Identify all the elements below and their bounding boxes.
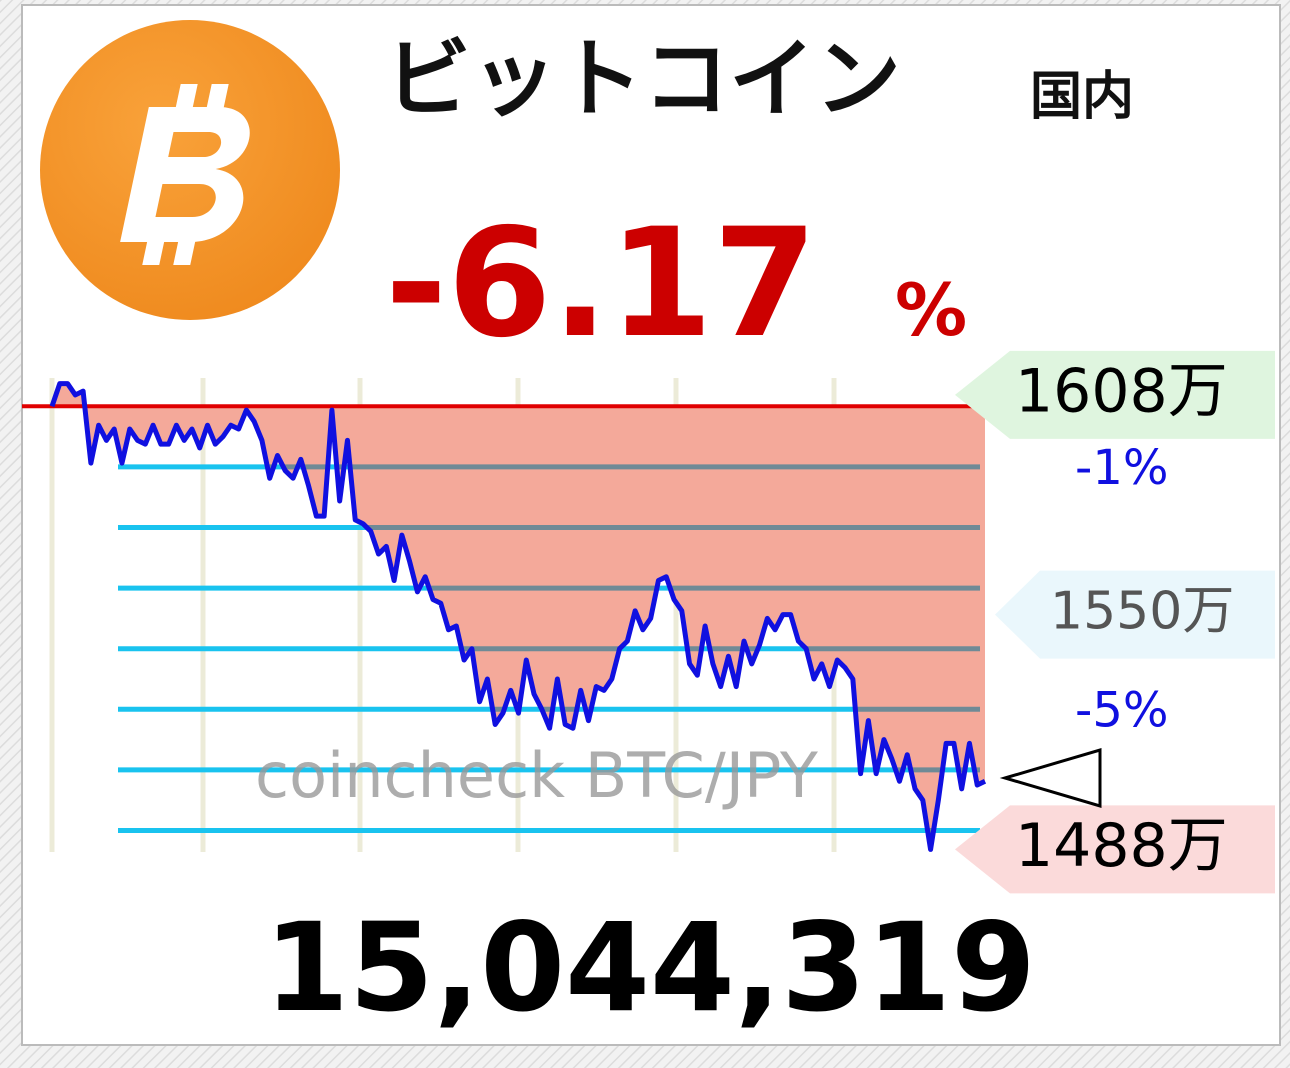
change-unit: % xyxy=(895,268,967,352)
bitcoin-logo xyxy=(40,20,340,320)
region: 国内 xyxy=(1030,67,1134,127)
labels: 1608万 1550万 1488万 -1% -5% xyxy=(955,350,1275,894)
price-label-box xyxy=(995,570,1275,659)
percent-label: -1% xyxy=(1075,440,1168,496)
change: -6.17 xyxy=(385,197,817,371)
current-marker xyxy=(999,747,1102,809)
price-label: 1608万 xyxy=(1015,357,1228,427)
plot xyxy=(22,378,1015,852)
loss-area xyxy=(52,383,985,850)
watermark: coincheck BTC/JPY xyxy=(255,739,818,812)
price-label-box xyxy=(955,805,1275,894)
percent-label: -5% xyxy=(1075,682,1168,738)
price-line xyxy=(49,381,987,852)
title: ビットコイン xyxy=(385,29,901,129)
price: 15,044,319 xyxy=(264,897,1036,1039)
price-label-box xyxy=(955,350,1275,439)
price-label: 1550万 xyxy=(1050,582,1234,642)
price-label: 1488万 xyxy=(1015,811,1228,881)
